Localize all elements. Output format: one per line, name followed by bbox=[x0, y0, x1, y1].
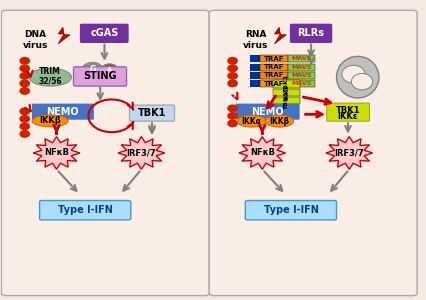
FancyBboxPatch shape bbox=[129, 105, 174, 121]
Text: Type I-IFN: Type I-IFN bbox=[263, 205, 318, 215]
FancyBboxPatch shape bbox=[259, 80, 287, 87]
Text: TBK1: TBK1 bbox=[284, 92, 288, 110]
Text: STING: STING bbox=[83, 71, 117, 81]
FancyBboxPatch shape bbox=[32, 103, 94, 120]
Ellipse shape bbox=[32, 115, 68, 127]
Text: A: A bbox=[106, 67, 112, 73]
Text: MAVS: MAVS bbox=[291, 81, 311, 86]
FancyBboxPatch shape bbox=[1, 10, 209, 296]
Text: IKKε: IKKε bbox=[337, 112, 357, 121]
Text: TRIM
32/56: TRIM 32/56 bbox=[38, 67, 62, 86]
Text: IKKα: IKKα bbox=[241, 117, 261, 126]
Circle shape bbox=[227, 105, 237, 112]
Circle shape bbox=[20, 116, 29, 122]
FancyBboxPatch shape bbox=[40, 200, 130, 220]
Polygon shape bbox=[118, 136, 164, 169]
Ellipse shape bbox=[336, 56, 378, 98]
Ellipse shape bbox=[237, 115, 265, 127]
Polygon shape bbox=[274, 27, 286, 44]
Text: NFκB: NFκB bbox=[249, 148, 274, 158]
Text: NFκB: NFκB bbox=[44, 148, 69, 158]
FancyBboxPatch shape bbox=[249, 72, 259, 79]
Circle shape bbox=[101, 64, 118, 76]
FancyBboxPatch shape bbox=[272, 97, 300, 104]
Text: TRAF: TRAF bbox=[263, 72, 284, 78]
Text: TRAF: TRAF bbox=[263, 81, 284, 87]
Text: NEMO: NEMO bbox=[251, 107, 283, 117]
FancyBboxPatch shape bbox=[287, 55, 314, 62]
FancyBboxPatch shape bbox=[259, 72, 287, 79]
Circle shape bbox=[82, 62, 103, 77]
Text: MAVS: MAVS bbox=[291, 73, 311, 78]
Text: G: G bbox=[89, 65, 95, 74]
Text: RNA
virus: RNA virus bbox=[243, 30, 268, 50]
Polygon shape bbox=[325, 136, 372, 169]
Circle shape bbox=[20, 131, 29, 137]
FancyBboxPatch shape bbox=[235, 103, 299, 120]
Circle shape bbox=[227, 120, 237, 127]
Circle shape bbox=[227, 65, 237, 72]
Circle shape bbox=[20, 108, 29, 115]
Ellipse shape bbox=[264, 115, 293, 127]
FancyBboxPatch shape bbox=[249, 55, 259, 62]
FancyBboxPatch shape bbox=[326, 103, 369, 121]
Text: MAVS: MAVS bbox=[291, 56, 311, 61]
Text: IRF3/7: IRF3/7 bbox=[126, 148, 156, 158]
FancyBboxPatch shape bbox=[73, 67, 126, 86]
FancyBboxPatch shape bbox=[272, 80, 300, 88]
Text: Type I-IFN: Type I-IFN bbox=[58, 205, 112, 215]
FancyBboxPatch shape bbox=[249, 80, 259, 87]
FancyBboxPatch shape bbox=[80, 24, 128, 43]
FancyBboxPatch shape bbox=[249, 64, 259, 70]
Circle shape bbox=[227, 80, 237, 87]
Text: NEMO: NEMO bbox=[46, 107, 79, 117]
Text: IKKβ: IKKβ bbox=[268, 117, 289, 126]
Circle shape bbox=[20, 123, 29, 130]
Text: IKKβ: IKKβ bbox=[39, 116, 61, 125]
Ellipse shape bbox=[351, 74, 372, 90]
Ellipse shape bbox=[29, 68, 71, 86]
FancyBboxPatch shape bbox=[259, 64, 287, 70]
Polygon shape bbox=[58, 27, 70, 44]
Text: cGAS: cGAS bbox=[90, 28, 118, 38]
Text: RLRs: RLRs bbox=[297, 28, 324, 38]
Circle shape bbox=[20, 58, 29, 64]
FancyBboxPatch shape bbox=[272, 89, 300, 96]
Circle shape bbox=[20, 65, 29, 72]
Circle shape bbox=[227, 73, 237, 79]
Text: IRF3/7: IRF3/7 bbox=[334, 148, 363, 158]
Circle shape bbox=[227, 58, 237, 64]
Circle shape bbox=[227, 112, 237, 119]
Text: TRAF: TRAF bbox=[263, 64, 284, 70]
Text: IKKε: IKKε bbox=[284, 85, 288, 100]
Text: TBK1: TBK1 bbox=[284, 75, 288, 93]
Text: DNA
virus: DNA virus bbox=[23, 30, 48, 50]
Ellipse shape bbox=[341, 65, 364, 83]
FancyBboxPatch shape bbox=[289, 24, 331, 43]
Text: TBK1: TBK1 bbox=[335, 106, 360, 115]
FancyBboxPatch shape bbox=[209, 10, 416, 296]
FancyBboxPatch shape bbox=[259, 55, 287, 62]
FancyBboxPatch shape bbox=[287, 64, 314, 70]
Polygon shape bbox=[33, 136, 80, 169]
Polygon shape bbox=[239, 136, 285, 169]
Text: TBK1: TBK1 bbox=[138, 108, 166, 118]
Circle shape bbox=[20, 73, 29, 79]
FancyBboxPatch shape bbox=[287, 72, 314, 79]
Circle shape bbox=[20, 80, 29, 87]
Text: TRAF: TRAF bbox=[263, 56, 284, 62]
Text: MAVS: MAVS bbox=[291, 64, 311, 70]
FancyBboxPatch shape bbox=[245, 200, 336, 220]
FancyBboxPatch shape bbox=[287, 80, 314, 87]
Circle shape bbox=[20, 88, 29, 94]
